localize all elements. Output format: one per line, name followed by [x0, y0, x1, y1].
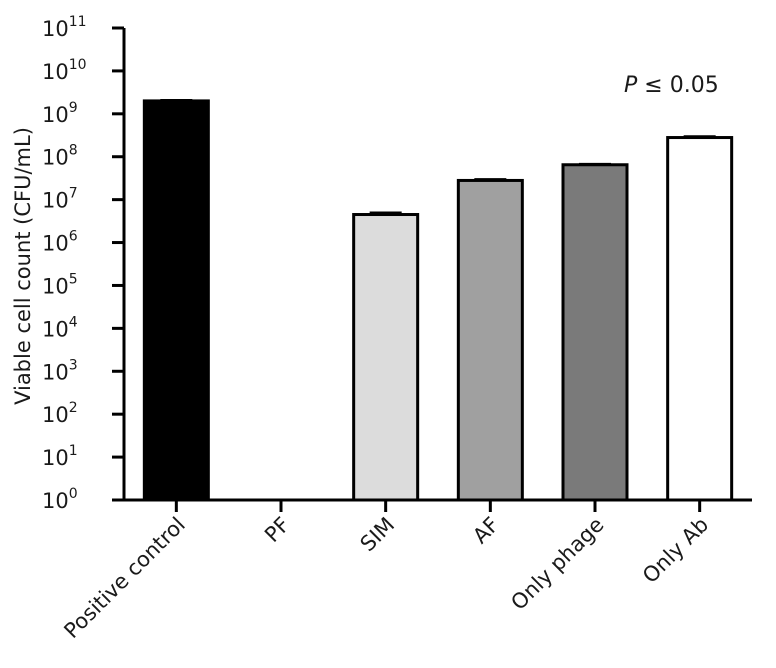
axes-group	[122, 28, 752, 502]
x-ticks-group: Positive control PF SIM AF Only phage Only Ab	[59, 500, 713, 643]
y-tick-label: 100	[42, 486, 78, 513]
annotation-italic-p: P	[624, 73, 638, 98]
y-tick-label: 105	[42, 271, 78, 298]
y-tick-label: 1011	[42, 14, 87, 41]
y-tick-label: 102	[42, 400, 78, 427]
bar	[352, 213, 420, 502]
y-tick-exponent: 4	[69, 314, 78, 330]
bars-group	[142, 99, 734, 502]
y-tick-base: 10	[42, 103, 69, 127]
bar	[142, 99, 210, 502]
x-tick-label: Only Ab	[638, 513, 713, 588]
y-tick-label: 101	[42, 443, 78, 470]
y-tick-label: 104	[42, 314, 78, 341]
bar	[666, 136, 734, 502]
bar	[456, 178, 524, 502]
y-tick-base: 10	[42, 403, 69, 427]
y-tick-label: 103	[42, 357, 78, 384]
y-tick-exponent: 3	[69, 357, 78, 373]
y-tick-base: 10	[42, 446, 69, 470]
significance-annotation: P ≤ 0.05	[624, 73, 719, 98]
y-tick-exponent: 0	[69, 486, 78, 502]
y-tick-base: 10	[42, 360, 69, 384]
bar	[561, 163, 629, 502]
y-tick-exponent: 5	[69, 271, 78, 287]
y-tick-exponent: 6	[69, 229, 78, 245]
y-tick-label: 108	[42, 143, 78, 170]
y-tick-base: 10	[42, 189, 69, 213]
x-tick-label: SIM	[356, 513, 400, 557]
y-tick-label: 109	[42, 100, 78, 127]
y-tick-exponent: 7	[69, 186, 78, 202]
y-tick-base: 10	[42, 232, 69, 256]
y-tick-base: 10	[42, 60, 69, 84]
y-tick-exponent: 10	[69, 57, 87, 73]
y-tick-label: 107	[42, 186, 78, 213]
x-tick-label: AF	[468, 513, 504, 549]
y-tick-exponent: 9	[69, 100, 78, 116]
x-tick-label: PF	[260, 513, 294, 547]
y-tick-label: 1010	[42, 57, 87, 84]
y-tick-base: 10	[42, 489, 69, 513]
y-tick-base: 10	[42, 17, 69, 41]
y-tick-exponent: 11	[69, 14, 87, 30]
x-tick-label: Positive control	[59, 513, 189, 643]
y-tick-exponent: 8	[69, 143, 78, 159]
annotation-text: ≤ 0.05	[637, 73, 718, 98]
y-axis-title: Viable cell count (CFU/mL)	[11, 127, 35, 405]
error-bars-group	[160, 98, 716, 215]
y-tick-base: 10	[42, 146, 69, 170]
y-tick-exponent: 2	[69, 400, 78, 416]
y-tick-label: 106	[42, 229, 78, 256]
y-tick-base: 10	[42, 317, 69, 341]
y-tick-exponent: 1	[69, 443, 78, 459]
x-tick-label: Only phage	[506, 513, 608, 615]
y-tick-base: 10	[42, 274, 69, 298]
